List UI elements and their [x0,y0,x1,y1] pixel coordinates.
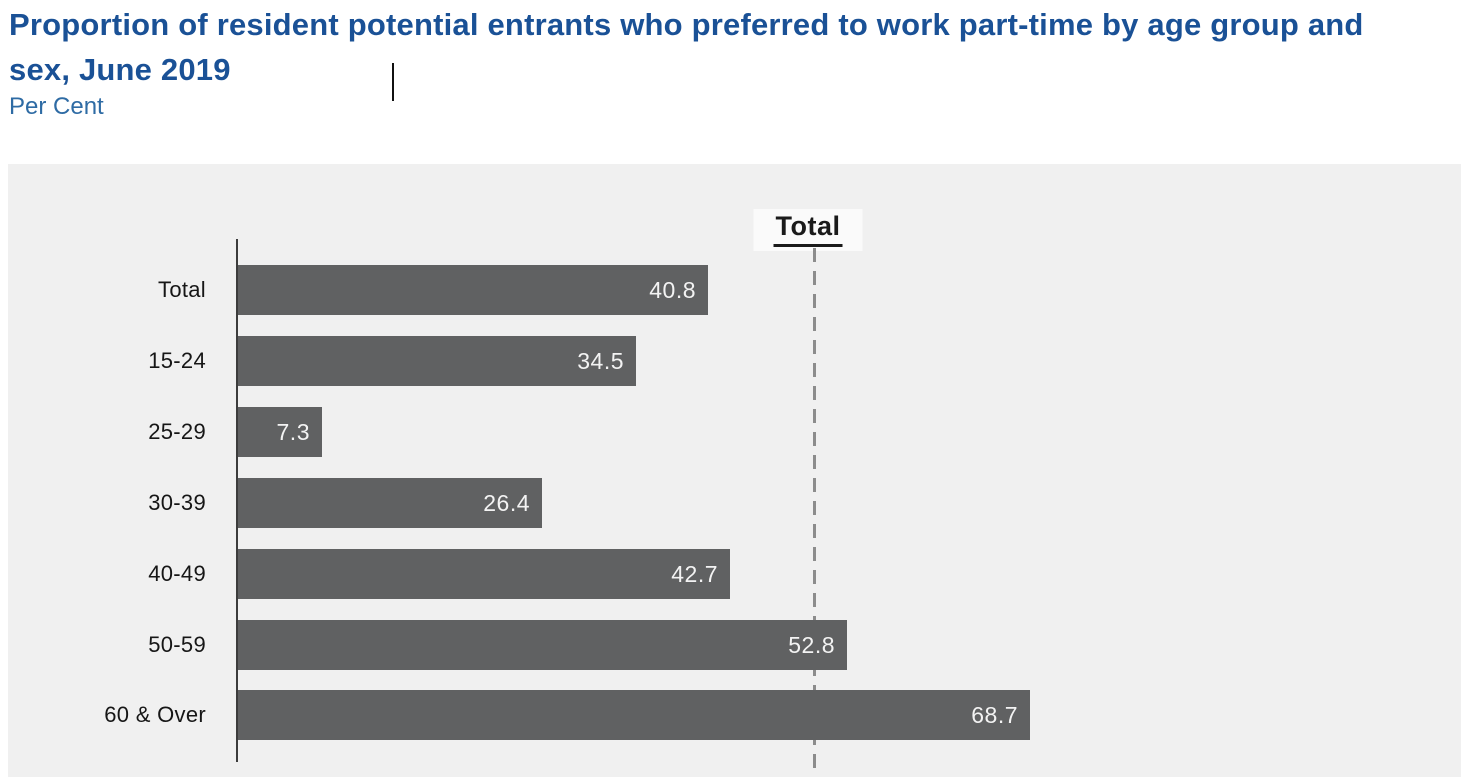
category-label: 30-39 [148,490,206,515]
bar: 42.7 [238,549,730,599]
chart-unit-label: Per Cent [9,93,104,120]
text-cursor [392,63,394,101]
category-axis-line [236,239,238,762]
bar-value-label: 40.8 [649,276,696,303]
reference-dashed-line [813,248,816,771]
reference-line-label: Total [773,211,843,247]
chart-title: Proportion of resident potential entrant… [9,7,1364,87]
bar-value-label: 68.7 [971,701,1018,728]
bar: 40.8 [238,265,708,315]
bar-value-label: 52.8 [788,631,835,658]
category-label: Total [158,277,206,302]
bar: 7.3 [238,407,322,457]
category-label: 25-29 [148,419,206,444]
bar: 52.8 [238,620,847,670]
category-label: 60 & Over [104,702,206,727]
category-label: 50-59 [148,632,206,657]
bar-value-label: 7.3 [276,418,310,445]
bar-value-label: 26.4 [483,489,530,516]
category-label: 15-24 [148,348,206,373]
bar: 26.4 [238,478,542,528]
chart-panel: Total Total 40.8 15-24 34.5 25-29 7.3 30-39 26.… [8,164,1461,777]
bar: 34.5 [238,336,636,386]
category-label: 40-49 [148,561,206,586]
reference-line-header: Total [753,209,863,251]
bar: 68.7 [238,690,1030,740]
bar-value-label: 34.5 [577,347,624,374]
bar-value-label: 42.7 [671,560,718,587]
